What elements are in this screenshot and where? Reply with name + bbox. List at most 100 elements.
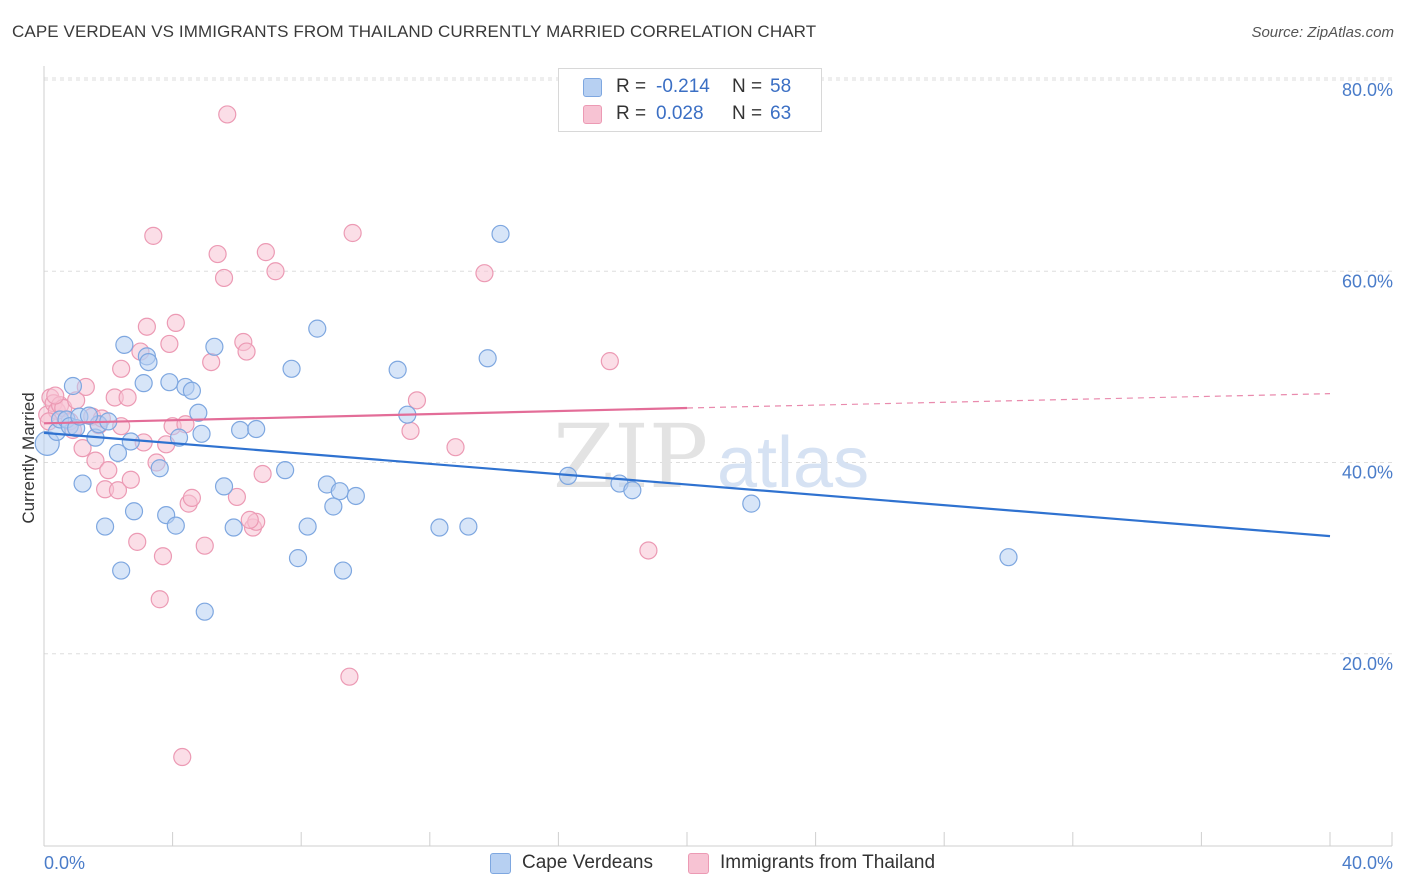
cape-verdean-point bbox=[308, 319, 327, 338]
thailand-point bbox=[208, 244, 227, 264]
cape-verdean-point bbox=[478, 349, 497, 368]
cape-verdean-point bbox=[79, 406, 99, 425]
legend-item-thailand[interactable]: Immigrants from Thailand bbox=[688, 852, 935, 874]
cape-verdean-point bbox=[330, 482, 349, 501]
cape-verdean-point bbox=[224, 518, 243, 537]
thailand-point bbox=[73, 439, 92, 458]
cape-verdean-point bbox=[115, 335, 134, 354]
trend-lines bbox=[43, 393, 1331, 538]
thailand-point bbox=[150, 590, 169, 609]
thailand-point bbox=[118, 388, 137, 407]
cape-verdean-point bbox=[298, 517, 317, 536]
legend-swatch-blue bbox=[490, 852, 511, 874]
thailand-trend-line bbox=[43, 406, 688, 425]
cape-verdean-point bbox=[139, 352, 158, 372]
cape-verdean-point bbox=[189, 403, 208, 422]
legend-r-value: -0.214 bbox=[656, 76, 710, 97]
thailand-point bbox=[266, 262, 285, 281]
thailand-point bbox=[407, 391, 427, 410]
correlation-legend: R = -0.214 N = 58 R = 0.028 N = 63 bbox=[558, 68, 822, 132]
cape-verdean-point bbox=[124, 502, 144, 521]
y-tick-label: 40.0% bbox=[1342, 463, 1393, 483]
y-tick-label: 20.0% bbox=[1342, 654, 1393, 674]
thailand-point bbox=[99, 461, 118, 480]
cape-verdean-point bbox=[73, 474, 92, 493]
cape-verdean-point bbox=[247, 419, 266, 439]
legend-n-value: 63 bbox=[770, 103, 792, 124]
legend-row-thailand: R = 0.028 N = 63 bbox=[583, 102, 791, 126]
cape-verdean-point bbox=[214, 477, 234, 496]
thailand-trend-extension bbox=[686, 393, 1331, 409]
y-axis-label: Currently Married bbox=[19, 392, 38, 523]
thailand-point bbox=[340, 667, 359, 686]
source-label: Source: ZipAtlas.com bbox=[1251, 24, 1394, 41]
cape-verdean-point bbox=[459, 517, 478, 536]
thailand-point bbox=[237, 342, 256, 361]
cape-verdean-point bbox=[491, 224, 510, 244]
thailand-point bbox=[343, 223, 362, 243]
cape-verdean-trend-line bbox=[43, 431, 1331, 538]
cape-verdean-point bbox=[282, 359, 301, 378]
thailand-point bbox=[166, 313, 185, 332]
legend-n-value: 58 bbox=[770, 76, 792, 97]
cape-verdean-point bbox=[231, 420, 250, 440]
thailand-point bbox=[153, 547, 173, 566]
cape-verdean-point bbox=[134, 374, 153, 393]
legend-swatch-pink bbox=[583, 104, 602, 124]
cape-verdean-point bbox=[95, 517, 115, 536]
y-tick-label: 60.0% bbox=[1342, 271, 1393, 291]
legend-label-thailand: Immigrants from Thailand bbox=[720, 852, 936, 873]
watermark-atlas: atlas bbox=[717, 423, 869, 503]
cape-verdean-point bbox=[169, 428, 189, 447]
cape-verdean-point bbox=[288, 549, 308, 568]
tick-labels: 20.0% 40.0% 60.0% 80.0% 0.0% 40.0% bbox=[44, 80, 1393, 873]
thailand-point bbox=[128, 532, 147, 551]
thailand-point bbox=[108, 481, 128, 500]
legend-r-label: R = bbox=[616, 76, 647, 97]
thailand-point bbox=[144, 226, 163, 245]
series-legend: Cape Verdeans Immigrants from Thailand bbox=[0, 852, 1406, 878]
cape-verdean-point bbox=[324, 497, 343, 516]
y-tick-label: 80.0% bbox=[1342, 80, 1393, 100]
cape-verdean-point bbox=[205, 337, 224, 356]
legend-r-label: R = bbox=[616, 103, 647, 124]
cape-verdean-point bbox=[182, 381, 201, 400]
cape-verdean-point bbox=[742, 494, 761, 513]
cape-verdean-point bbox=[276, 461, 295, 480]
x-tick-label: 40.0% bbox=[1342, 853, 1393, 873]
thailand-point bbox=[240, 510, 259, 529]
thailand-point bbox=[227, 487, 246, 507]
thailand-point bbox=[173, 747, 192, 767]
legend-n-label: N = bbox=[732, 76, 763, 97]
legend-label-cape-verdeans: Cape Verdeans bbox=[522, 852, 653, 873]
thailand-point bbox=[214, 268, 234, 288]
thailand-point bbox=[218, 105, 237, 124]
thailand-point bbox=[401, 421, 420, 441]
cape-verdean-point bbox=[150, 459, 169, 478]
thailand-point bbox=[446, 438, 465, 457]
cape-verdean-point bbox=[166, 516, 185, 535]
legend-n-label: N = bbox=[732, 103, 763, 124]
grid-lines bbox=[44, 77, 1392, 655]
cape-verdean-point bbox=[999, 548, 1018, 567]
cape-verdean-point bbox=[333, 561, 353, 580]
cape-verdean-point bbox=[388, 360, 407, 379]
legend-swatch-pink bbox=[688, 852, 709, 874]
legend-item-cape-verdeans[interactable]: Cape Verdeans bbox=[490, 852, 653, 874]
thailand-point bbox=[182, 488, 201, 507]
watermark: ZIP atlas bbox=[553, 405, 869, 508]
cape-verdean-point bbox=[63, 376, 83, 396]
thailand-point bbox=[160, 334, 179, 354]
thailand-point bbox=[253, 464, 272, 484]
cape-verdean-point bbox=[346, 486, 365, 506]
thailand-point bbox=[112, 359, 131, 378]
thailand-point bbox=[475, 264, 494, 283]
cape-verdean-point bbox=[192, 424, 211, 443]
x-tick-label: 0.0% bbox=[44, 853, 85, 873]
thailand-point bbox=[86, 451, 105, 470]
legend-r-value: 0.028 bbox=[656, 103, 704, 124]
thailand-point bbox=[639, 541, 658, 560]
cape-verdean-point bbox=[430, 518, 449, 537]
thailand-point bbox=[137, 317, 156, 336]
